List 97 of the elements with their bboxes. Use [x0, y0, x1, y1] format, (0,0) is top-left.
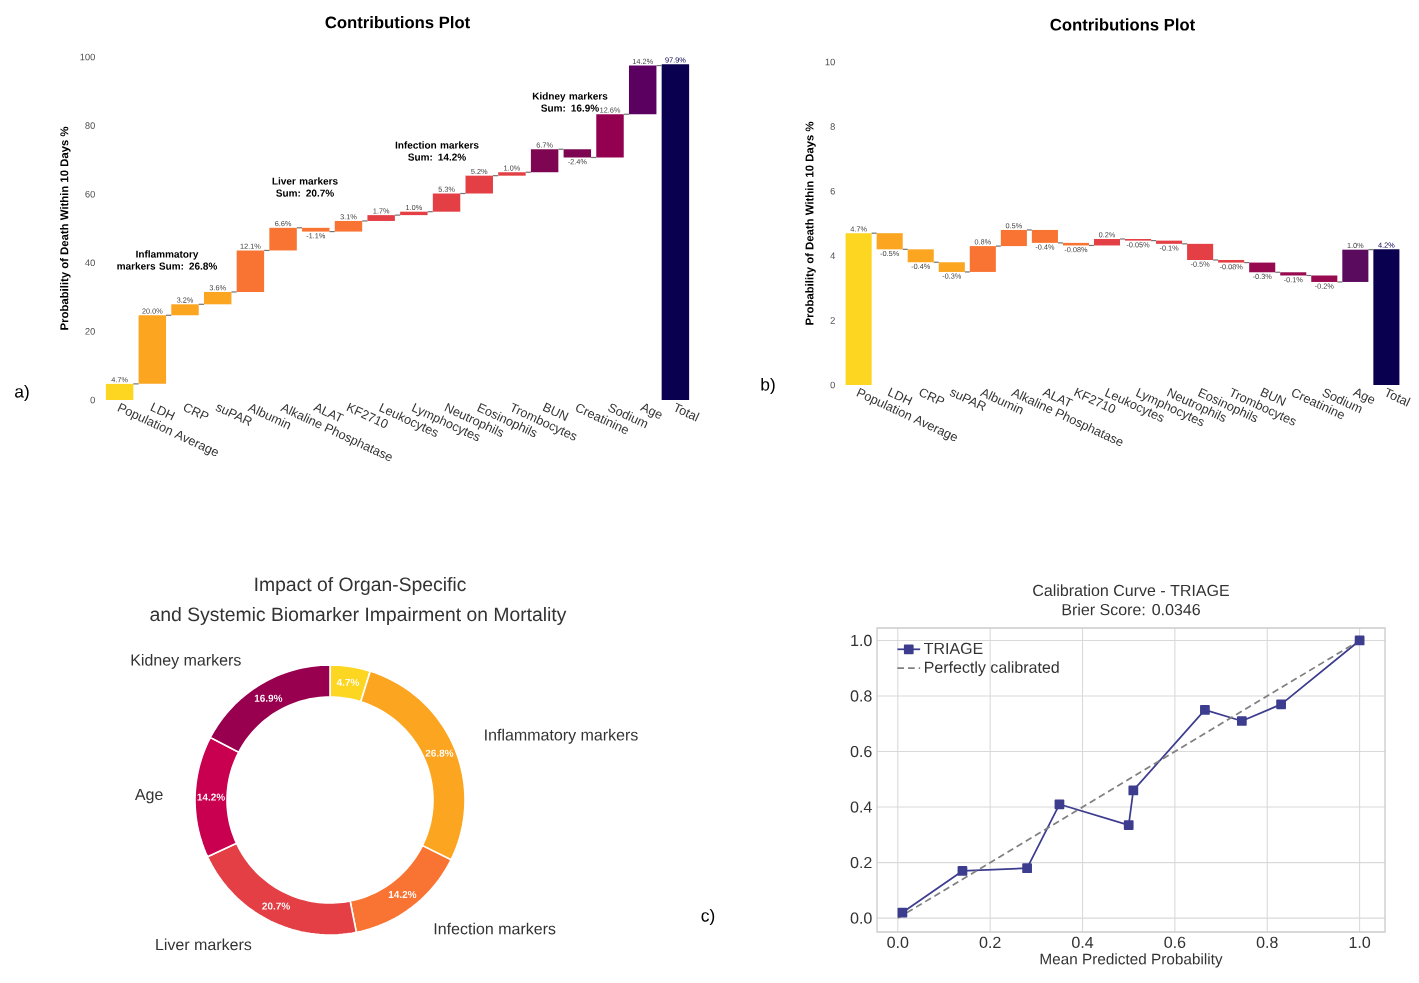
y-tick-label: 60: [85, 190, 95, 198]
bar: [1218, 260, 1245, 263]
bar: [1311, 275, 1338, 282]
bar: [334, 220, 363, 232]
chart-title: Calibration Curve - TRIAGE: [1033, 584, 1229, 597]
y-tick-label: 100: [80, 53, 95, 61]
point: [1276, 699, 1286, 710]
y-tick-label: 80: [85, 122, 95, 129]
bar: [563, 149, 592, 158]
bar: [1249, 262, 1276, 273]
bar: [596, 114, 624, 158]
bar: [1031, 229, 1058, 243]
y-tick-label: 8: [830, 123, 835, 130]
chart-subtitle: Brier Score: 0.0346: [1062, 603, 1200, 616]
y-axis-title: Probability of Death Within 10 Days %: [805, 121, 816, 325]
point: [1054, 799, 1065, 810]
point: [1128, 785, 1139, 796]
y-tick-label: 0.4: [850, 801, 872, 813]
bar: [203, 291, 232, 305]
point: [1123, 820, 1134, 830]
x-tick-label: Total: [675, 402, 700, 422]
y-tick-label: 0.8: [850, 690, 872, 702]
x-tick-label: 0.0: [887, 936, 909, 949]
bar: [138, 315, 167, 384]
data-label: 4.7%: [336, 678, 360, 686]
data-label: 14.2%: [388, 890, 417, 898]
x-tick-label: CRP: [183, 403, 209, 419]
y-axis-title: Probability of Death Within 10 Days %: [60, 126, 71, 330]
text: b): [761, 377, 775, 395]
y-tick-label: 0.6: [850, 745, 872, 758]
bar: [1373, 249, 1400, 385]
y-tick-label: 6: [830, 187, 835, 195]
slice-label: Liver markers: [156, 938, 252, 951]
chart-subtitle: and Systemic Biomarker Impairment on Mortality: [150, 606, 567, 626]
y-tick-label: 0.2: [850, 856, 872, 869]
y-tick-label: 2: [830, 317, 835, 324]
bar: [661, 64, 690, 400]
y-tick-label: 20: [85, 328, 95, 335]
text: a): [15, 384, 29, 402]
bar: [1280, 272, 1307, 276]
bar: [845, 233, 872, 385]
chart-title: Contributions Plot: [325, 16, 470, 29]
bar: [1342, 249, 1369, 282]
data-label: 26.8%: [425, 749, 454, 757]
bar: [1093, 239, 1121, 246]
point: [1022, 863, 1032, 874]
legend-label: Perfectly calibrated: [925, 661, 1059, 677]
bar: [1156, 240, 1183, 244]
data-label: 16.9%: [254, 694, 283, 702]
x-axis-title: Mean Predicted Probability: [1040, 953, 1223, 968]
slice-label: Inflammatory markers: [485, 728, 638, 744]
legend-label: TRIAGE: [924, 642, 983, 655]
annotation: Infection markers Sum: 14.2%: [395, 141, 479, 161]
data-label: 14.2%: [197, 793, 225, 801]
bar: [105, 383, 134, 400]
y-tick-label: 0: [830, 381, 835, 389]
x-tick-label: Total: [1386, 387, 1411, 407]
y-tick-label: 0.0: [850, 912, 872, 924]
bar: [969, 246, 996, 272]
point: [1236, 716, 1247, 726]
annotation: Liver markers Sum: 20.7%: [272, 177, 338, 197]
bar: [302, 227, 330, 232]
y-tick-label: 4: [830, 252, 836, 260]
point: [1200, 705, 1210, 715]
annotation: Inflammatory markers Sum: 26.8%: [117, 250, 218, 270]
x-tick-label: CRP: [919, 388, 945, 404]
chart-title: Impact of Organ-Specific: [255, 576, 466, 596]
x-tick-label: 0.4: [1072, 936, 1094, 949]
chart-title: Contributions Plot: [1050, 18, 1195, 31]
bar: [1187, 243, 1214, 260]
x-tick-label: 1.0: [1349, 936, 1371, 949]
bar: [236, 250, 265, 292]
slice-label: Age: [134, 788, 163, 804]
bar: [907, 249, 934, 263]
bar: [432, 193, 461, 212]
bar: [938, 262, 965, 272]
bar: [628, 65, 657, 115]
slice-label: Kidney markers: [131, 653, 241, 669]
y-tick-label: 1.0: [851, 634, 872, 647]
bar: [498, 172, 526, 176]
y-tick-label: 40: [85, 259, 95, 267]
x-tick-label: 0.2: [979, 936, 1001, 949]
slice-label: Infection markers: [434, 922, 556, 935]
y-tick-label: 0: [90, 396, 95, 404]
x-tick-label: 0.8: [1256, 936, 1278, 949]
bar: [1000, 229, 1027, 247]
y-tick-label: 10: [825, 58, 835, 66]
text: c): [701, 908, 715, 926]
bar: [530, 149, 559, 173]
bar: [171, 304, 199, 316]
bar: [876, 233, 903, 250]
bar: [269, 227, 297, 251]
bar: [465, 175, 493, 194]
bar: [367, 215, 395, 221]
x-tick-label: 0.6: [1164, 936, 1186, 949]
data-label: 20.7%: [262, 902, 290, 910]
point: [957, 866, 968, 876]
